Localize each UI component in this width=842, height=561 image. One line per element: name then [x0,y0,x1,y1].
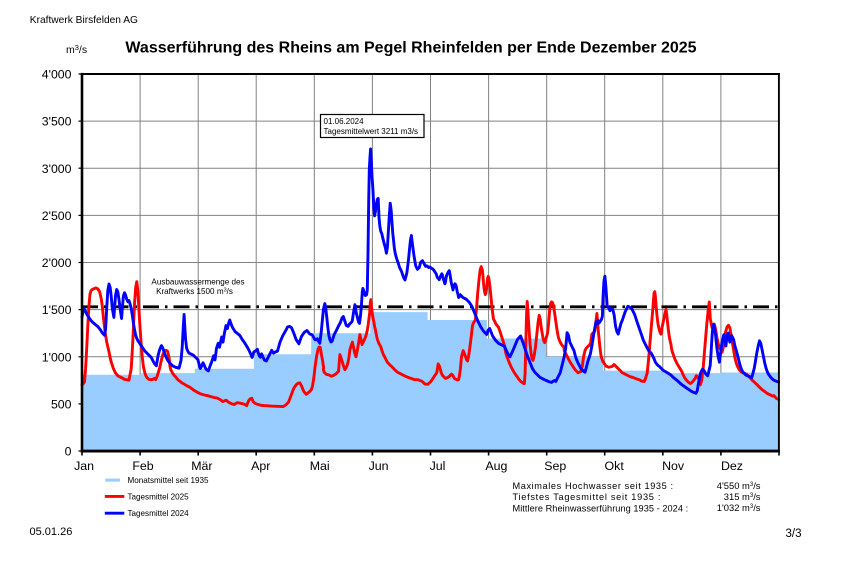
svg-text:4'000: 4'000 [42,68,72,82]
svg-text:Sep: Sep [544,459,566,473]
svg-text:315 m3/s: 315 m3/s [724,491,761,502]
svg-text:Mär: Mär [191,459,212,473]
svg-text:m3/s: m3/s [66,43,87,56]
svg-text:Apr: Apr [251,459,270,473]
svg-text:Feb: Feb [132,459,153,473]
svg-text:Tiefstes Tagesmittel seit 193: Tiefstes Tagesmittel seit 1935 : [513,492,662,502]
svg-text:Maximales Hochwasser seit 1935: Maximales Hochwasser seit 1935 : [513,481,674,491]
svg-text:Aug: Aug [485,459,507,473]
svg-text:Tagesmittel 2024: Tagesmittel 2024 [128,509,190,518]
svg-text:01.06.2024: 01.06.2024 [324,117,365,126]
svg-text:Okt: Okt [605,459,625,473]
svg-text:3/3: 3/3 [786,528,802,540]
svg-text:Jul: Jul [430,459,446,473]
svg-text:1'000: 1'000 [42,350,72,364]
svg-text:Tagesmittelwert 3211 m3/s: Tagesmittelwert 3211 m3/s [324,127,419,136]
svg-text:Tagesmittel 2025: Tagesmittel 2025 [128,492,190,501]
svg-text:500: 500 [51,398,72,412]
svg-text:05.01.26: 05.01.26 [30,526,73,538]
svg-text:0: 0 [65,445,72,459]
svg-text:Mittlere Rheinwasserführung 19: Mittlere Rheinwasserführung 1935 - 2024 … [513,503,689,513]
svg-text:4'550 m3/s: 4'550 m3/s [717,480,761,491]
svg-text:1'032 m3/s: 1'032 m3/s [717,502,761,513]
svg-text:3'000: 3'000 [42,162,72,176]
svg-text:Kraftwerks 1500 m3/s: Kraftwerks 1500 m3/s [156,287,233,296]
svg-text:Ausbauwassermenge des: Ausbauwassermenge des [151,278,244,287]
svg-text:Mai: Mai [310,459,330,473]
svg-text:Jan: Jan [74,459,94,473]
svg-text:Dez: Dez [721,459,743,473]
svg-text:2'000: 2'000 [42,256,72,270]
svg-text:Jun: Jun [369,459,389,473]
svg-text:Nov: Nov [662,459,685,473]
svg-text:1'500: 1'500 [42,303,72,317]
svg-text:Kraftwerk Birsfelden AG: Kraftwerk Birsfelden AG [30,15,138,26]
svg-text:Monatsmittel seit 1935: Monatsmittel seit 1935 [128,476,209,485]
svg-text:Wasserführung des Rheins am Pe: Wasserführung des Rheins am Pegel Rheinf… [125,40,696,57]
svg-text:2'500: 2'500 [42,209,72,223]
svg-text:3'500: 3'500 [42,115,72,129]
